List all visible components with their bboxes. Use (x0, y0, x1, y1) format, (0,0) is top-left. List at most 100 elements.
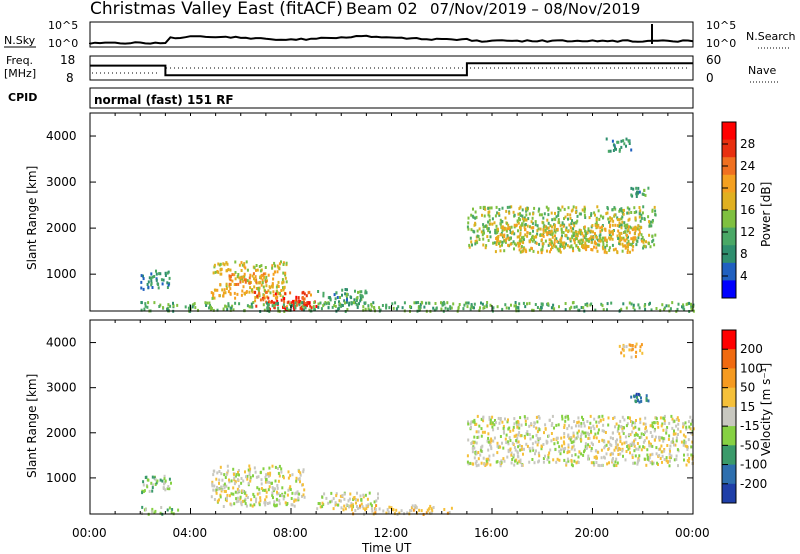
heat-cell (645, 397, 648, 401)
heat-cell (450, 306, 453, 310)
heat-cell (524, 436, 526, 440)
heat-cell (528, 460, 531, 464)
heat-cell (537, 250, 540, 254)
heat-cell (301, 291, 304, 295)
heat-cell (377, 496, 379, 500)
heat-cell (140, 301, 143, 305)
heat-cell (602, 215, 605, 219)
heat-cell (677, 464, 679, 468)
heat-cell (277, 306, 280, 310)
heat-cell (630, 355, 633, 359)
heat-cell (510, 461, 513, 465)
heat-cell (283, 300, 286, 304)
heat-cell (268, 466, 271, 470)
heat-cell (626, 211, 629, 215)
heat-cell (547, 302, 550, 306)
heat-cell (238, 473, 240, 477)
heat-cell (569, 237, 572, 241)
heat-cell (219, 272, 222, 276)
heat-cell (648, 220, 651, 224)
heat-cell (267, 488, 270, 492)
heat-cell (292, 299, 295, 303)
heat-cell (317, 502, 320, 505)
heat-cell (690, 302, 692, 306)
heat-cell (584, 303, 587, 307)
heat-cell (570, 459, 573, 463)
heat-cell (668, 459, 671, 463)
heat-cell (585, 245, 588, 249)
heat-cell (197, 308, 199, 312)
heat-cell (538, 213, 541, 217)
heat-cell (635, 342, 638, 346)
heat-cell (446, 307, 449, 311)
heat-cell (601, 414, 604, 418)
heat-cell (271, 264, 274, 268)
heat-cell (663, 308, 665, 312)
heat-cell (222, 307, 225, 311)
heat-cell (518, 248, 521, 252)
heat-cell (578, 212, 581, 216)
heat-cell (633, 232, 636, 236)
heat-cell (537, 415, 540, 418)
heat-cell (277, 479, 280, 483)
heat-cell (259, 298, 262, 302)
heat-cell (332, 497, 335, 501)
heat-cell (659, 416, 662, 420)
heat-cell (343, 497, 346, 501)
x-tick-label: 16:00 (474, 526, 509, 540)
heat-cell (348, 505, 351, 509)
heat-cell (608, 229, 611, 233)
heat-cell (475, 430, 478, 434)
nave-label: Nave (748, 64, 776, 77)
heat-cell (531, 435, 534, 439)
heat-cell (570, 426, 573, 430)
heat-cell (569, 438, 572, 442)
heat-cell (634, 345, 637, 349)
heat-cell (334, 304, 337, 308)
heat-cell (489, 303, 492, 307)
heat-cell (267, 306, 270, 310)
heat-cell (468, 243, 471, 247)
heat-cell (517, 445, 520, 449)
heat-cell (523, 434, 526, 438)
heat-cell (580, 238, 583, 242)
heat-cell (614, 247, 617, 251)
heat-cell (572, 227, 575, 231)
heat-cell (517, 423, 519, 427)
heat-cell (643, 433, 645, 436)
colorbar-frame (721, 329, 737, 504)
heat-cell (505, 433, 508, 437)
heat-cell (248, 276, 251, 280)
heat-cell (240, 293, 243, 297)
heat-cell (286, 308, 289, 312)
heat-cell (633, 439, 636, 443)
heat-cell (531, 234, 534, 238)
heat-cell (243, 499, 246, 503)
heat-cell (629, 343, 632, 347)
heat-cell (581, 208, 584, 212)
heat-cell (553, 307, 556, 311)
heat-cell (218, 481, 220, 485)
heat-cell (633, 237, 636, 241)
heat-cell (292, 303, 295, 307)
heat-cell (505, 237, 508, 241)
heat-cell (274, 465, 277, 469)
heat-cell (260, 264, 263, 268)
heat-cell (242, 479, 245, 483)
heat-cell (675, 457, 678, 461)
heat-cell (233, 482, 236, 486)
heat-cell (563, 217, 565, 221)
heat-cell (582, 246, 584, 250)
heat-cell (665, 304, 668, 308)
heat-cell (266, 306, 269, 310)
heat-cell (446, 301, 449, 305)
heat-cell (346, 308, 349, 311)
heat-cell (216, 499, 219, 503)
heat-cell (274, 479, 277, 483)
heat-cell (663, 449, 666, 453)
heat-cell (296, 300, 299, 304)
heat-cell (668, 448, 671, 451)
heat-cell (467, 216, 470, 220)
heat-cell (374, 508, 377, 511)
heat-cell (600, 302, 603, 306)
